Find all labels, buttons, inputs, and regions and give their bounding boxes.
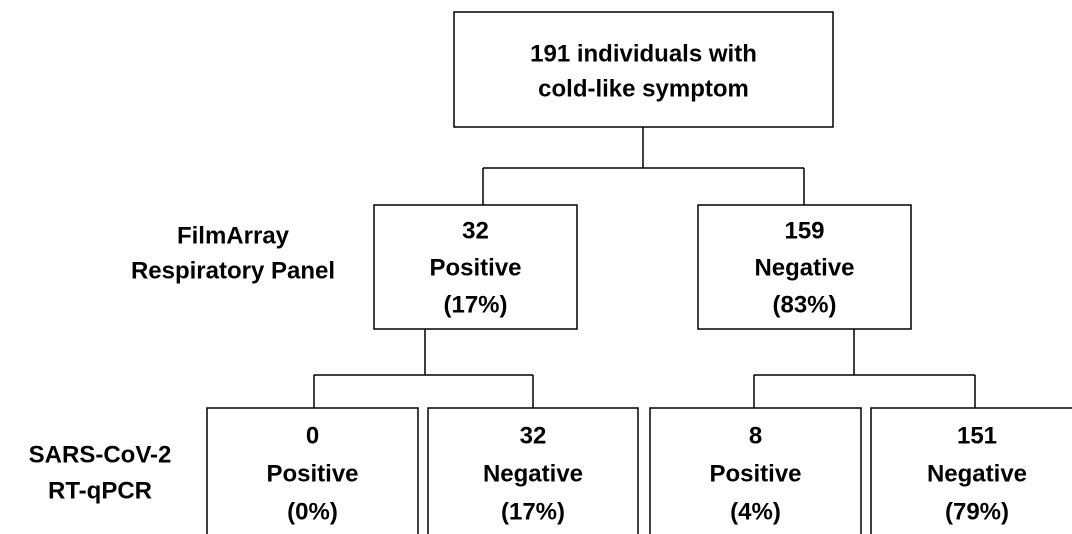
node-text: Positive — [429, 254, 521, 281]
node-text: 8 — [749, 422, 762, 449]
connector — [313, 329, 534, 408]
node-box — [697, 204, 912, 330]
node-box — [453, 11, 834, 128]
node-text: (79%) — [945, 498, 1009, 525]
node-box — [373, 204, 578, 330]
node-box — [427, 407, 639, 534]
node-text: 32 — [520, 422, 547, 449]
node-text: (0%) — [287, 498, 338, 525]
node-box — [870, 407, 1072, 534]
node-box — [649, 407, 862, 534]
node-text: (4%) — [730, 498, 781, 525]
row-label: RT-qPCR — [48, 477, 152, 504]
node-text: Negative — [754, 254, 854, 281]
node-box — [206, 407, 419, 534]
row-label: SARS-CoV-2 — [29, 441, 172, 468]
node-text: Positive — [709, 460, 801, 487]
row-label: FilmArray — [177, 222, 290, 249]
row-label: Respiratory Panel — [131, 257, 335, 284]
node-text: Negative — [927, 460, 1027, 487]
node-text: (17%) — [443, 291, 507, 318]
node-text: Positive — [266, 460, 358, 487]
node-text: cold-like symptom — [538, 75, 749, 102]
node-text: (17%) — [501, 498, 565, 525]
node-text: Negative — [483, 460, 583, 487]
node-text: 159 — [784, 217, 824, 244]
node-text: 0 — [306, 422, 319, 449]
node-text: 151 — [957, 422, 997, 449]
node-text: 32 — [462, 217, 489, 244]
node-text: (83%) — [772, 291, 836, 318]
node-text: 191 individuals with — [530, 40, 757, 67]
connector — [482, 127, 805, 205]
connector — [753, 329, 976, 408]
